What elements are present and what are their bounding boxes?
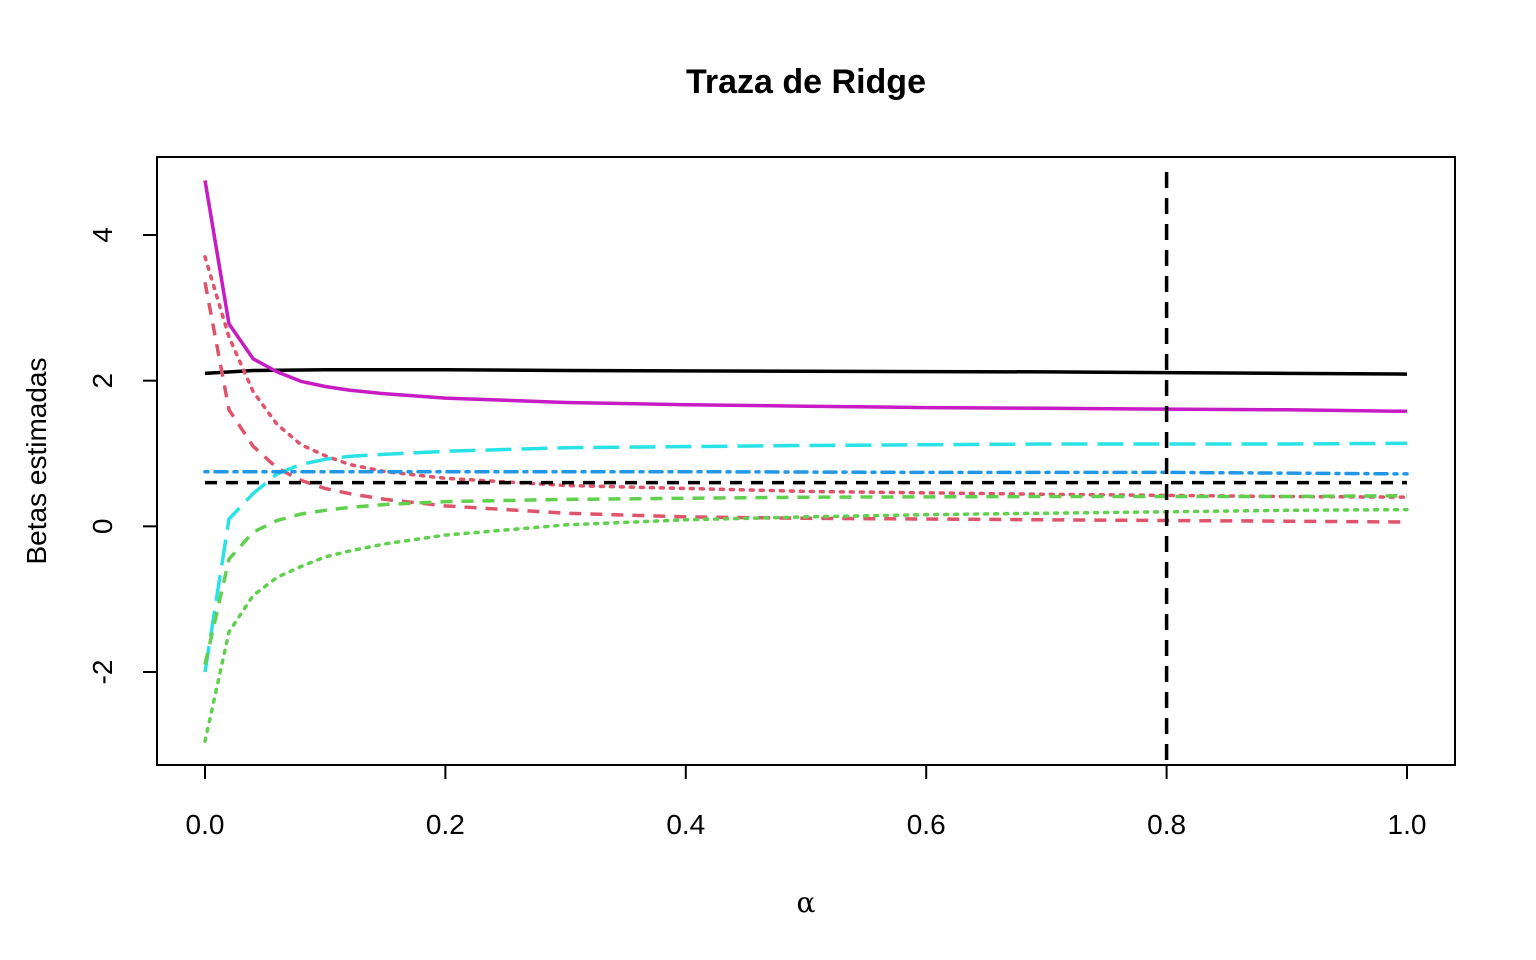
- y-axis: -2 0 2 4: [87, 227, 158, 685]
- chart-title: Traza de Ridge: [686, 63, 926, 101]
- x-tick-label-1: 0.2: [426, 809, 465, 840]
- series-line-9: [203, 507, 1409, 743]
- series-line-6: [203, 469, 1409, 476]
- plot-area: [156, 156, 1456, 766]
- x-tick-label-2: 0.4: [666, 809, 705, 840]
- series-layer: [203, 180, 1409, 743]
- x-tick-label-4: 0.8: [1147, 809, 1186, 840]
- x-tick-label-0: 0.0: [186, 809, 225, 840]
- y-tick-label-3: 4: [87, 227, 118, 243]
- x-axis: 0.0 0.2 0.4 0.6 0.8 1.0: [186, 764, 1427, 840]
- series-line-5: [203, 441, 1408, 673]
- y-tick-label-2: 2: [87, 373, 118, 389]
- y-tick-label-0: -2: [87, 660, 118, 685]
- y-axis-label: Betas estimadas: [21, 358, 52, 565]
- x-tick-label-5: 1.0: [1388, 809, 1427, 840]
- x-tick-label-3: 0.6: [907, 809, 946, 840]
- x-axis-label: α: [797, 886, 816, 919]
- y-tick-label-1: 0: [87, 519, 118, 535]
- series-line-3: [203, 255, 1409, 499]
- plot-frame: [156, 156, 1456, 766]
- series-line-8: [203, 493, 1408, 666]
- series-line-1: [204, 367, 1408, 376]
- series-line-2: [203, 180, 1408, 414]
- series-line-4: [203, 281, 1408, 524]
